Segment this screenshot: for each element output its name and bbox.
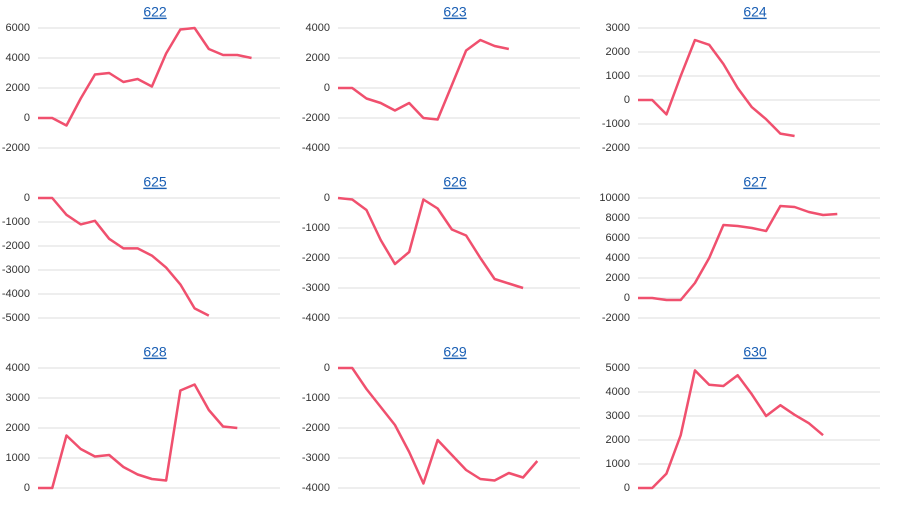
chart-panel: 626 -4000 -3000 -2000 -1000 0 bbox=[302, 174, 580, 324]
y-tick-label: 2000 bbox=[6, 422, 30, 434]
chart-title[interactable]: 627 bbox=[743, 174, 767, 190]
y-tick-label: -2000 bbox=[2, 240, 30, 252]
line-series bbox=[338, 38, 510, 121]
y-tick-label: 3000 bbox=[606, 22, 630, 34]
chart-title[interactable]: 624 bbox=[743, 4, 767, 20]
line-series bbox=[38, 383, 238, 490]
y-tick-label: -1000 bbox=[602, 118, 630, 130]
chart-panel: 627 -2000 0 2000 4000 6000 8000 10000 bbox=[599, 174, 880, 324]
chart-panel: 623 -4000 -2000 0 2000 4000 bbox=[302, 4, 580, 154]
y-tick-label: -3000 bbox=[302, 282, 330, 294]
chart-panel: 624 -2000 -1000 0 1000 2000 3000 bbox=[602, 4, 880, 154]
line-series bbox=[338, 366, 539, 485]
chart-title[interactable]: 623 bbox=[443, 4, 467, 20]
y-tick-label: 1000 bbox=[6, 452, 30, 464]
chart-panel: 630 0 1000 2000 3000 4000 5000 bbox=[606, 344, 880, 494]
y-tick-label: 4000 bbox=[306, 22, 330, 34]
y-tick-label: 8000 bbox=[606, 212, 630, 224]
y-tick-label: 0 bbox=[324, 82, 330, 94]
line-series bbox=[638, 369, 824, 490]
y-tick-label: -2000 bbox=[2, 142, 30, 154]
y-tick-label: 0 bbox=[324, 192, 330, 204]
chart-title[interactable]: 622 bbox=[143, 4, 167, 20]
chart-panel: 625 -5000 -4000 -3000 -2000 -1000 0 bbox=[2, 174, 280, 324]
y-tick-label: 1000 bbox=[606, 458, 630, 470]
y-tick-label: 1000 bbox=[606, 70, 630, 82]
y-tick-label: 2000 bbox=[606, 434, 630, 446]
line-series bbox=[337, 196, 524, 290]
chart-panel: 629 -4000 -3000 -2000 -1000 0 bbox=[302, 344, 580, 494]
y-tick-label: 2000 bbox=[606, 46, 630, 58]
y-tick-label: -1000 bbox=[2, 216, 30, 228]
y-tick-label: 3000 bbox=[6, 392, 30, 404]
y-tick-label: 6000 bbox=[606, 232, 630, 244]
line-series bbox=[638, 38, 795, 138]
y-tick-label: -2000 bbox=[302, 422, 330, 434]
line-series bbox=[38, 26, 252, 127]
chart-title[interactable]: 630 bbox=[743, 344, 767, 360]
y-tick-label: -2000 bbox=[602, 312, 630, 324]
y-tick-label: 3000 bbox=[606, 410, 630, 422]
y-tick-label: 0 bbox=[624, 292, 630, 304]
y-tick-label: 0 bbox=[24, 192, 30, 204]
y-tick-label: 4000 bbox=[606, 252, 630, 264]
y-tick-label: 0 bbox=[24, 482, 30, 494]
line-series bbox=[638, 204, 838, 302]
y-tick-label: 0 bbox=[624, 94, 630, 106]
y-tick-label: 0 bbox=[324, 362, 330, 374]
y-tick-label: -3000 bbox=[302, 452, 330, 464]
y-tick-label: -2000 bbox=[302, 252, 330, 264]
chart-title[interactable]: 628 bbox=[143, 344, 167, 360]
y-tick-label: 2000 bbox=[6, 82, 30, 94]
y-tick-label: 4000 bbox=[6, 52, 30, 64]
y-tick-label: 0 bbox=[24, 112, 30, 124]
y-tick-label: -5000 bbox=[2, 312, 30, 324]
y-tick-label: 5000 bbox=[606, 362, 630, 374]
y-tick-label: 10000 bbox=[599, 192, 630, 204]
y-tick-label: 4000 bbox=[6, 362, 30, 374]
y-tick-label: 2000 bbox=[306, 52, 330, 64]
y-tick-label: -1000 bbox=[302, 222, 330, 234]
y-tick-label: -2000 bbox=[302, 112, 330, 124]
y-tick-label: -4000 bbox=[2, 288, 30, 300]
y-tick-label: 0 bbox=[624, 482, 630, 494]
y-tick-label: 6000 bbox=[6, 22, 30, 34]
chart-panel: 622 -2000 0 2000 4000 6000 bbox=[2, 4, 280, 154]
y-tick-label: 4000 bbox=[606, 386, 630, 398]
line-series bbox=[38, 196, 210, 317]
chart-title[interactable]: 629 bbox=[443, 344, 467, 360]
chart-panel: 628 0 1000 2000 3000 4000 bbox=[6, 344, 280, 494]
y-tick-label: -3000 bbox=[2, 264, 30, 276]
y-tick-label: -4000 bbox=[302, 482, 330, 494]
chart-title[interactable]: 626 bbox=[443, 174, 467, 190]
y-tick-label: 2000 bbox=[606, 272, 630, 284]
chart-title[interactable]: 625 bbox=[143, 174, 167, 190]
y-tick-label: -4000 bbox=[302, 312, 330, 324]
y-tick-label: -1000 bbox=[302, 392, 330, 404]
y-tick-label: -2000 bbox=[602, 142, 630, 154]
y-tick-label: -4000 bbox=[302, 142, 330, 154]
